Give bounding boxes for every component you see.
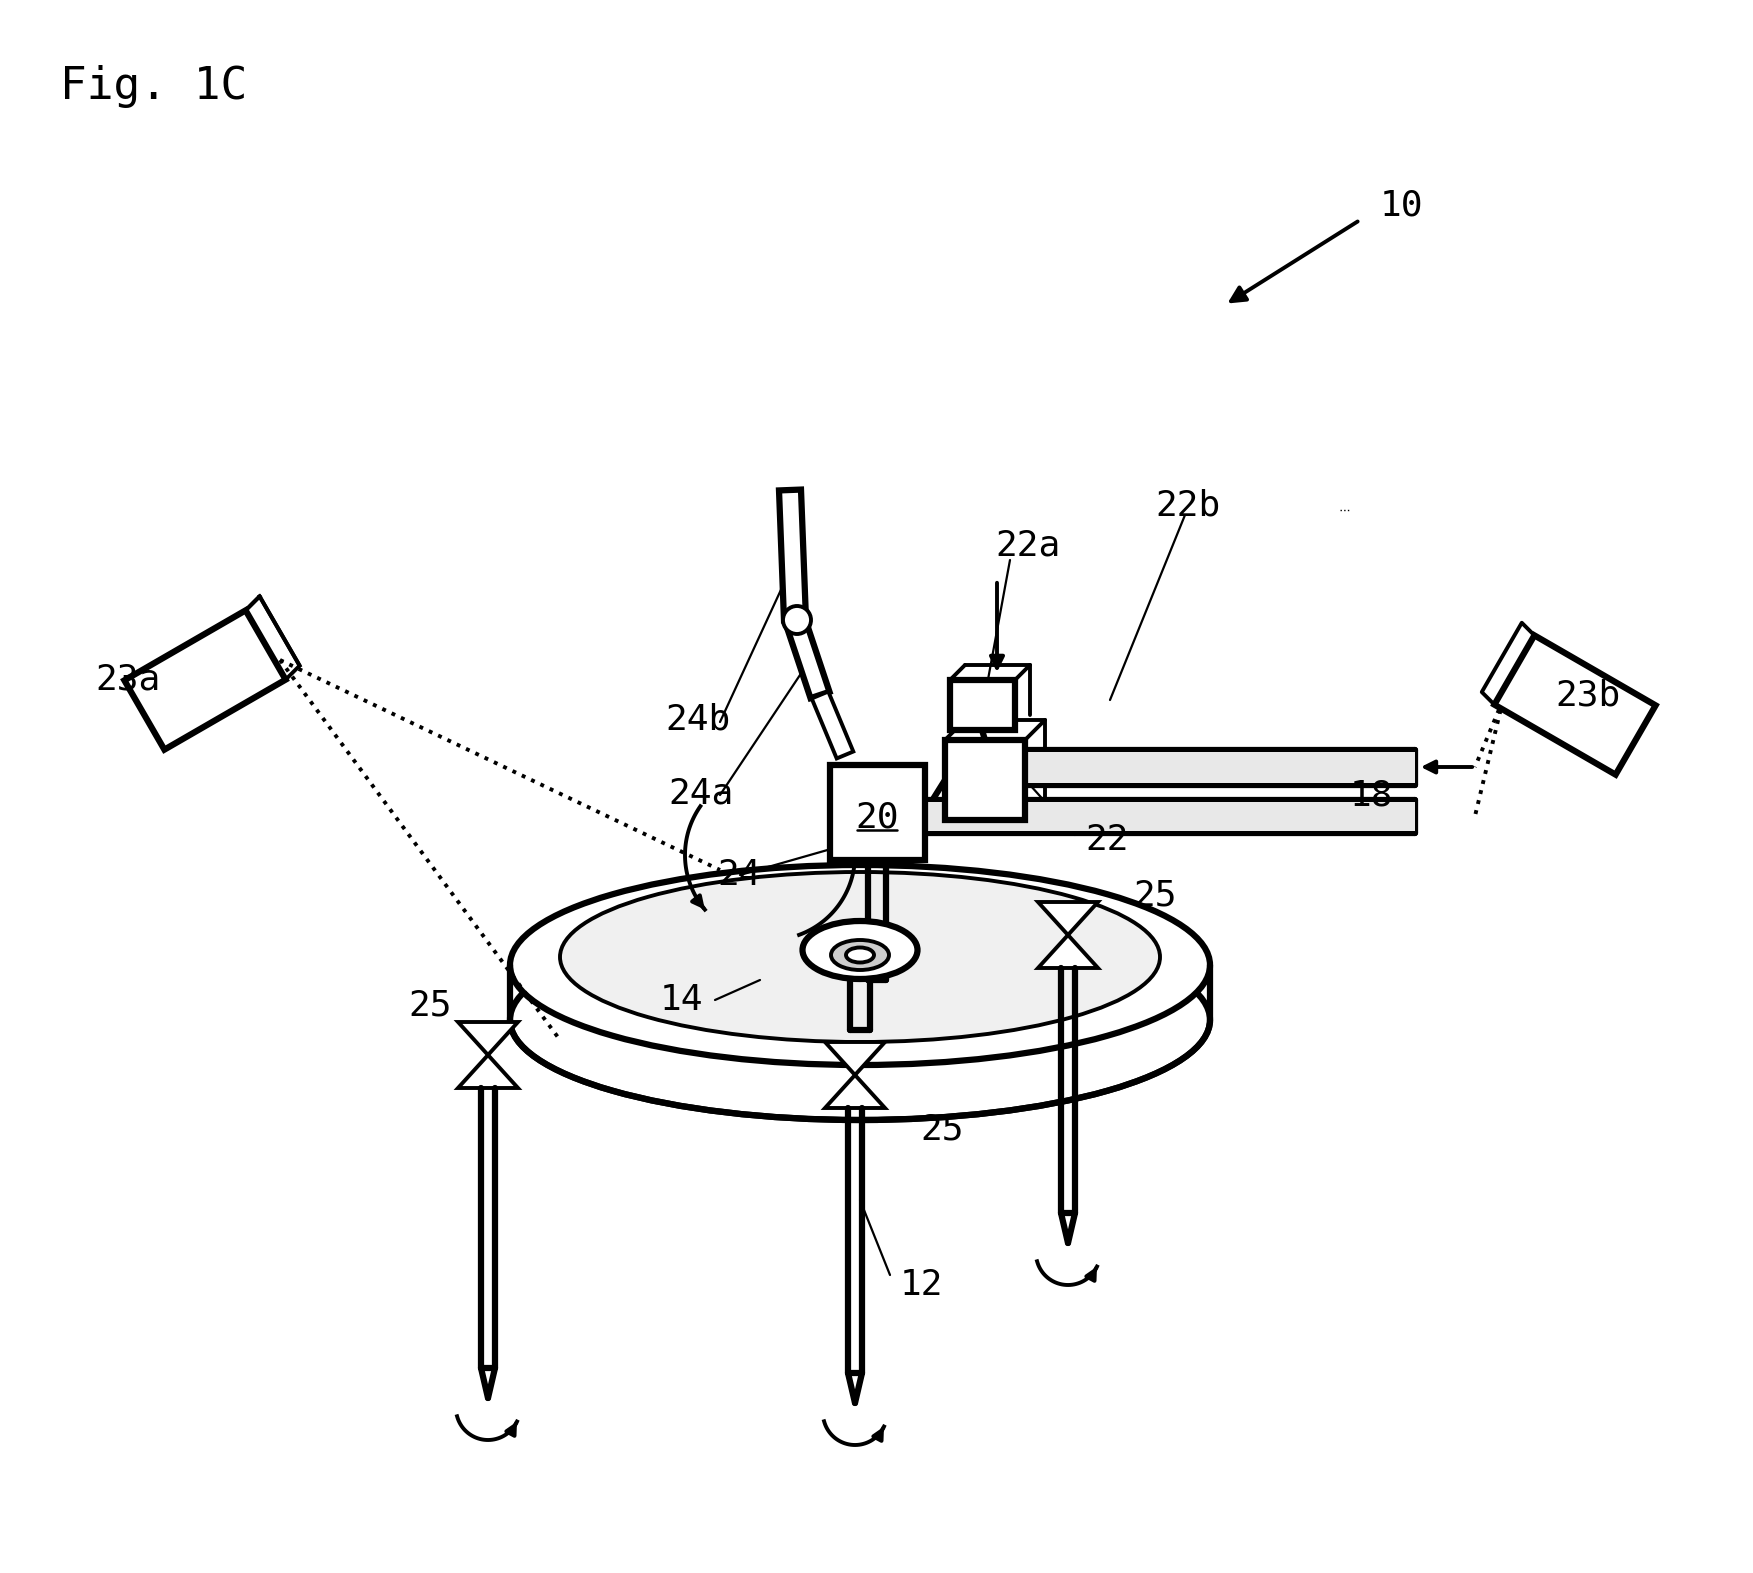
Text: 24b: 24b [664, 703, 731, 738]
Ellipse shape [559, 871, 1160, 1041]
Ellipse shape [784, 606, 812, 634]
Polygon shape [1494, 635, 1655, 774]
Bar [829, 764, 926, 860]
Text: 24: 24 [717, 857, 761, 892]
Polygon shape [812, 692, 854, 758]
Bar [945, 739, 1026, 820]
Text: 25: 25 [920, 1114, 964, 1147]
Text: 14: 14 [659, 983, 703, 1018]
Polygon shape [826, 1041, 885, 1074]
Polygon shape [458, 1022, 517, 1055]
Text: 18: 18 [1350, 779, 1394, 812]
Text: 25: 25 [1132, 878, 1176, 912]
Polygon shape [124, 610, 286, 750]
Text: 22a: 22a [996, 529, 1061, 562]
Ellipse shape [803, 922, 917, 978]
Polygon shape [785, 617, 829, 698]
Text: 22: 22 [1085, 823, 1129, 857]
Bar [950, 680, 1015, 730]
Text: 10: 10 [1380, 189, 1423, 222]
Text: 20: 20 [855, 801, 899, 834]
Ellipse shape [510, 865, 1210, 1065]
Polygon shape [778, 489, 806, 620]
Text: 24a: 24a [668, 775, 733, 810]
Text: 23a: 23a [95, 662, 160, 697]
Text: Fig. 1C: Fig. 1C [60, 64, 247, 109]
Text: 22b: 22b [1155, 488, 1220, 522]
Text: 12: 12 [899, 1268, 943, 1302]
Polygon shape [826, 1074, 885, 1107]
Ellipse shape [510, 920, 1210, 1120]
Polygon shape [1038, 901, 1097, 934]
Text: 25: 25 [408, 988, 452, 1022]
Polygon shape [458, 1055, 517, 1089]
Ellipse shape [847, 947, 875, 963]
Bar [1026, 752, 1415, 783]
Bar [926, 802, 1415, 831]
Ellipse shape [831, 941, 889, 971]
Text: 23b: 23b [1555, 678, 1620, 713]
Polygon shape [1038, 934, 1097, 967]
